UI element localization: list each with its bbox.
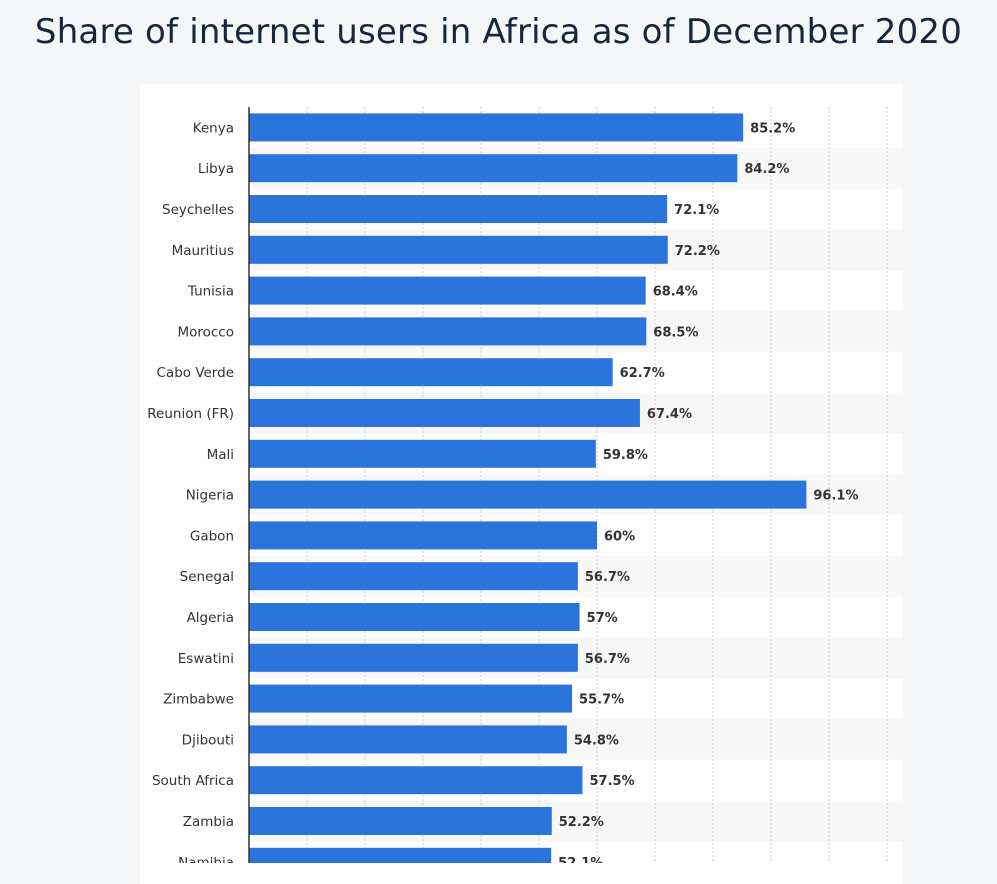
value-label: 68.4% xyxy=(653,285,698,300)
category-label: Mauritius xyxy=(172,243,234,259)
value-label: 57% xyxy=(587,611,618,626)
category-labels: Kenya Libya Seychelles Mauritius Tunisia Moro… xyxy=(147,120,234,863)
category-label: Libya xyxy=(198,161,234,177)
value-label: 84.2% xyxy=(744,162,789,177)
category-label: Reunion (FR) xyxy=(147,406,234,422)
value-label: 96.1% xyxy=(813,489,858,504)
bar[interactable] xyxy=(249,113,744,142)
bar-chart: Kenya Libya Seychelles Mauritius Tunisia Moro… xyxy=(147,107,888,863)
gridlines xyxy=(306,107,888,863)
category-label: Kenya xyxy=(193,120,234,136)
bar[interactable] xyxy=(249,235,668,264)
value-label: 67.4% xyxy=(647,407,692,422)
value-label: 52.1% xyxy=(558,856,603,863)
category-label: Morocco xyxy=(177,324,234,340)
category-label: Algeria xyxy=(187,610,234,626)
value-label: 60% xyxy=(604,529,635,544)
bar[interactable] xyxy=(249,603,580,631)
value-label: 56.7% xyxy=(585,570,630,585)
value-label: 54.8% xyxy=(574,733,619,748)
bar[interactable] xyxy=(249,276,646,305)
value-label: 85.2% xyxy=(750,121,795,136)
value-label: 62.7% xyxy=(620,366,665,381)
chart-title: Share of internet users in Africa as of … xyxy=(34,12,963,52)
value-label: 68.5% xyxy=(653,325,698,340)
category-label: Cabo Verde xyxy=(157,365,235,381)
category-label: Namibia xyxy=(178,855,234,863)
value-label: 52.2% xyxy=(559,815,604,830)
category-label: Djibouti xyxy=(182,732,234,748)
bar[interactable] xyxy=(249,154,738,183)
bar[interactable] xyxy=(249,195,668,223)
value-label: 56.7% xyxy=(585,652,630,667)
bar[interactable] xyxy=(249,480,807,509)
category-label: Seychelles xyxy=(162,202,234,218)
bar[interactable] xyxy=(249,439,596,468)
bar[interactable] xyxy=(249,725,567,754)
bar[interactable] xyxy=(249,562,578,591)
category-label: Gabon xyxy=(190,528,234,544)
category-label: Tunisia xyxy=(187,284,234,300)
value-labels: 85.2% 84.2% 72.1% 72.2% 68.4% 68.5% 62.7% 67.4%… xyxy=(558,121,858,863)
bars xyxy=(249,113,807,863)
value-label: 59.8% xyxy=(603,448,648,463)
category-label: Zimbabwe xyxy=(163,692,234,708)
value-label: 72.1% xyxy=(674,203,719,218)
value-label: 72.2% xyxy=(675,244,720,259)
bar[interactable] xyxy=(249,521,597,550)
category-label: Nigeria xyxy=(186,488,234,504)
bar[interactable] xyxy=(249,766,583,795)
category-label: South Africa xyxy=(152,773,234,789)
value-label: 57.5% xyxy=(590,774,635,789)
bar[interactable] xyxy=(249,847,552,863)
bar[interactable] xyxy=(249,807,552,835)
bar[interactable] xyxy=(249,358,613,387)
bar[interactable] xyxy=(249,684,573,713)
category-label: Mali xyxy=(207,447,234,463)
category-label: Zambia xyxy=(183,814,234,830)
category-label: Senegal xyxy=(180,569,234,585)
category-label: Eswatini xyxy=(178,651,234,667)
bar[interactable] xyxy=(249,399,640,427)
value-label: 55.7% xyxy=(579,693,624,708)
bar[interactable] xyxy=(249,643,578,672)
bar[interactable] xyxy=(249,317,647,346)
